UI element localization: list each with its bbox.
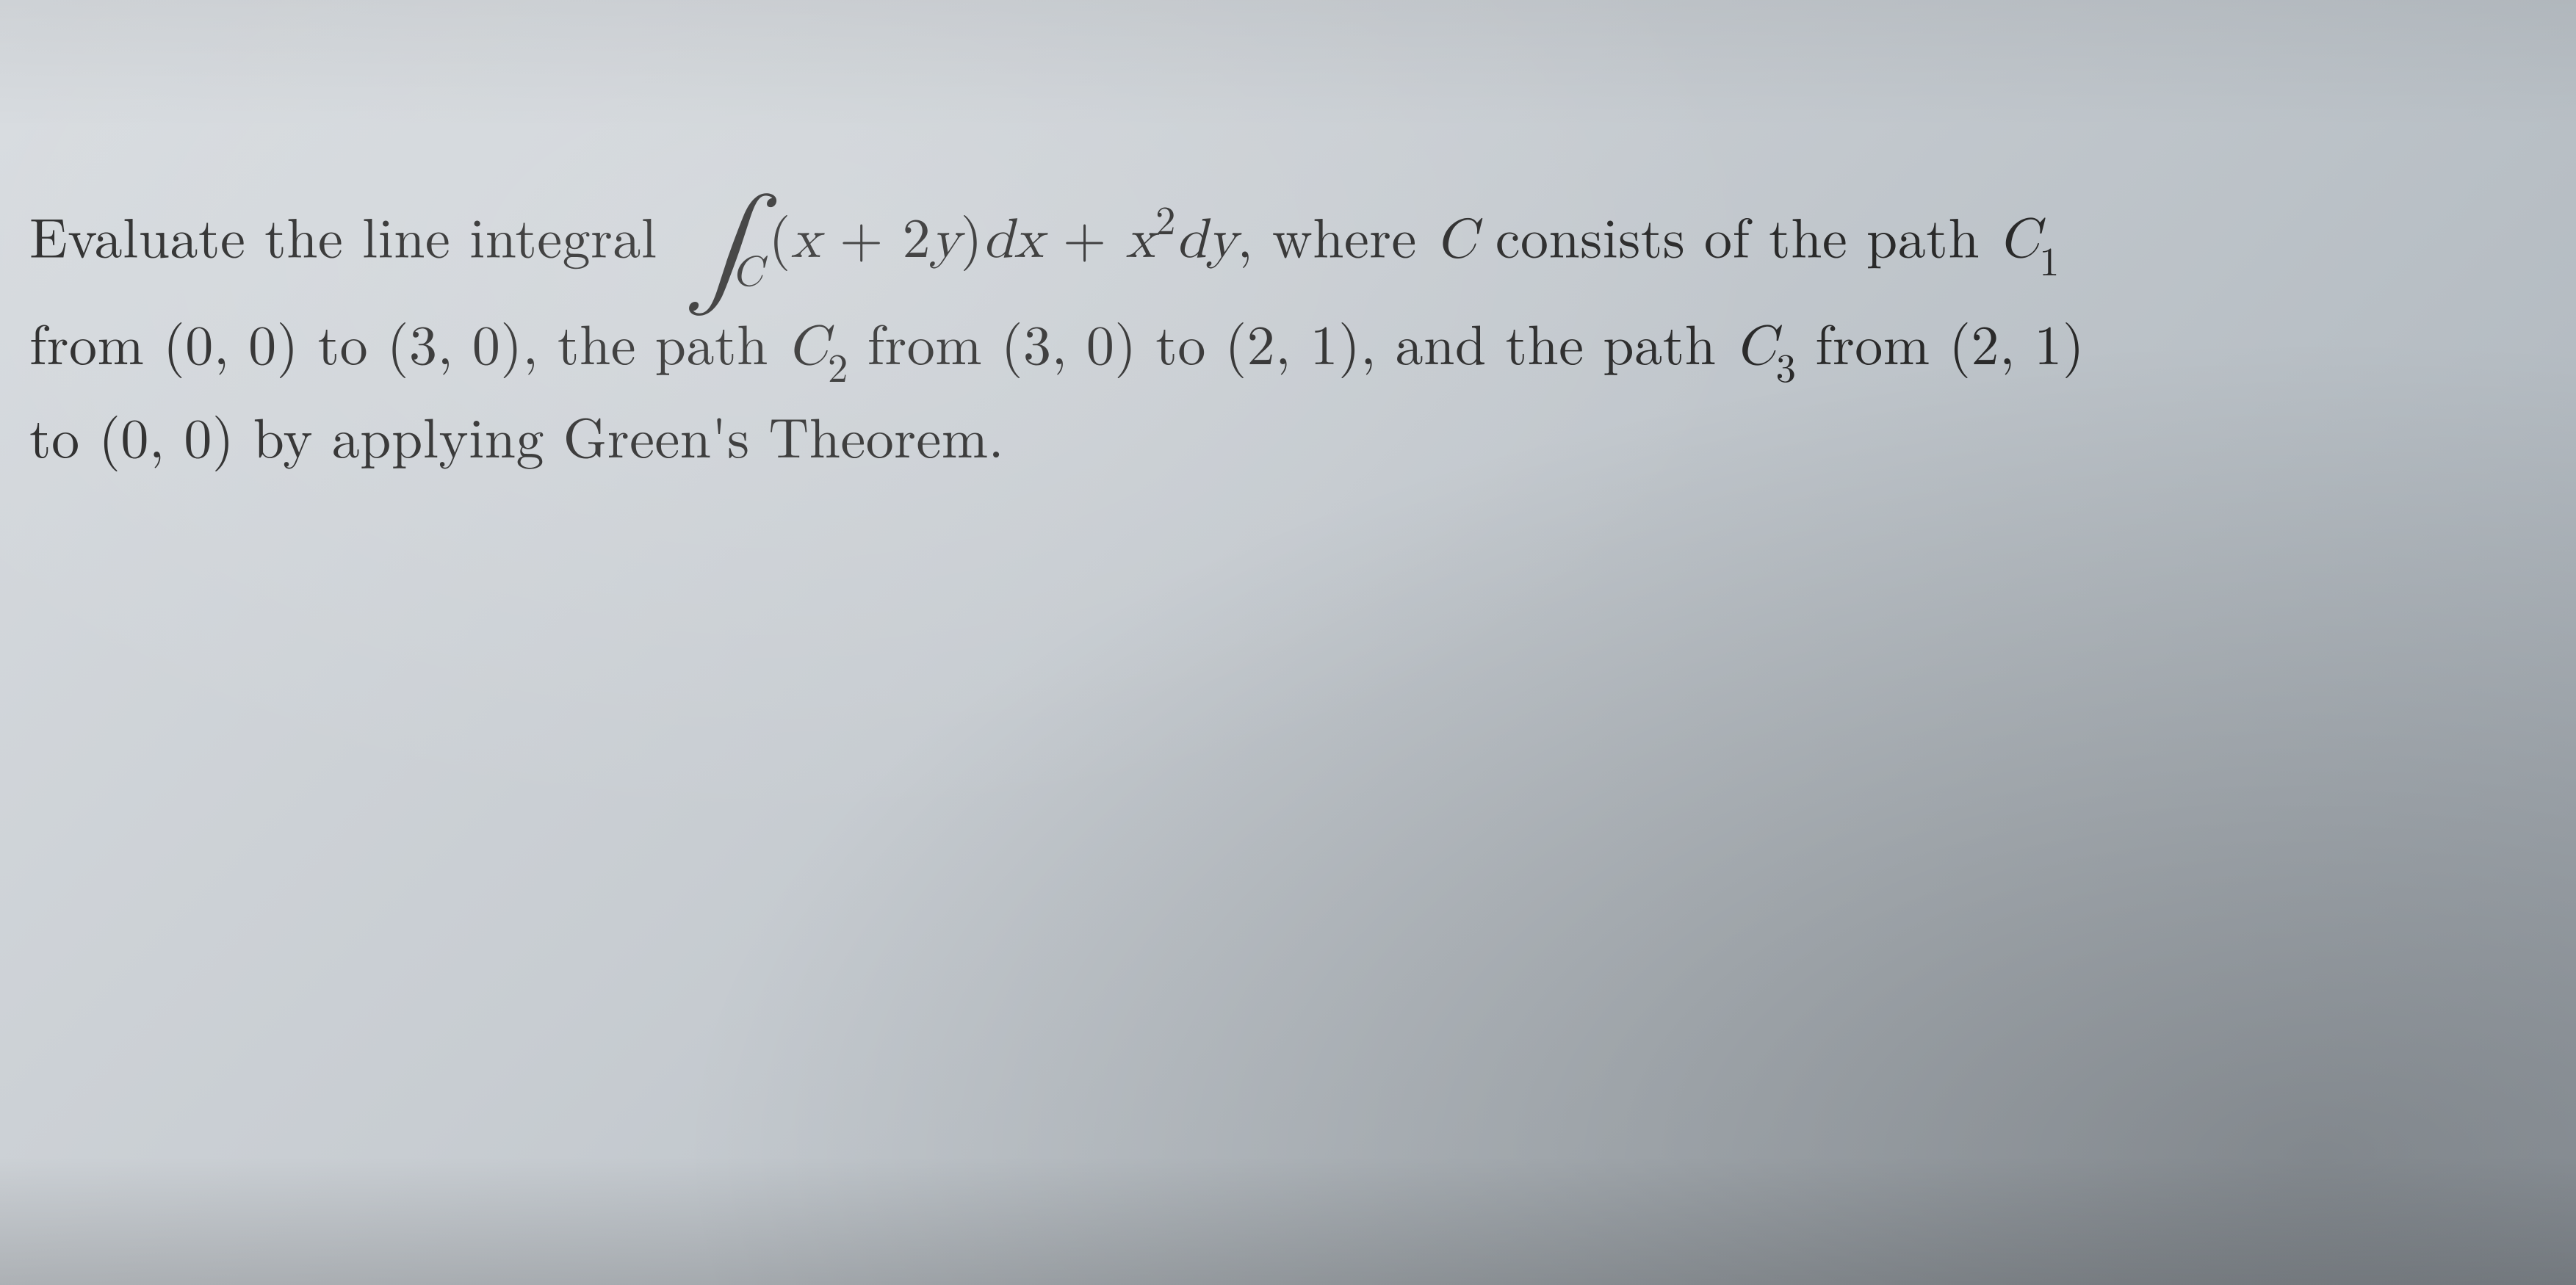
- exponent-2: 2: [1155, 189, 1176, 246]
- dx-x: x: [1014, 212, 1045, 268]
- line3-text: to (0, 0) by applying Green's Theorem.: [29, 395, 1004, 474]
- problem-statement: Evaluate the line integral ∫ C (x + 2y)d…: [29, 191, 2547, 478]
- dy-d: d: [1176, 212, 1208, 268]
- c3-sub: 3: [1776, 336, 1797, 394]
- integrand: (x + 2y)dx + x2dy: [769, 195, 1238, 274]
- c2-label: C2: [787, 302, 848, 381]
- line-3: to (0, 0) by applying Green's Theorem.: [29, 393, 2547, 478]
- line2-mid: from (3, 0) to (2, 1), and the path: [848, 302, 1735, 381]
- lead-text: Evaluate the line integral: [29, 195, 657, 274]
- after-c: consists of the path: [1476, 195, 1999, 274]
- after-integrand: , where: [1237, 195, 1435, 274]
- curve-c: C: [1436, 212, 1476, 268]
- c2-sub: 2: [828, 336, 848, 394]
- line-1: Evaluate the line integral ∫ C (x + 2y)d…: [29, 191, 2547, 297]
- dx-d: d: [983, 212, 1014, 268]
- c3-var: C: [1735, 319, 1775, 375]
- c1-var: C: [1999, 212, 2039, 268]
- close-paren: ): [961, 195, 983, 274]
- line-2: from (0, 0) to (3, 0), the path C2 from …: [29, 300, 2547, 391]
- c1-label: C1: [1999, 195, 2060, 274]
- c3-label: C3: [1735, 302, 1796, 381]
- line2-from: from (0, 0) to (3, 0), the path: [29, 302, 787, 381]
- var-x-2: x: [1125, 212, 1155, 268]
- c2-var: C: [787, 319, 828, 375]
- integral-subscript: C: [732, 241, 762, 305]
- plus-sign: +: [1044, 195, 1125, 274]
- integral-symbol: ∫ C: [689, 194, 762, 297]
- plus-two: + 2: [820, 195, 931, 274]
- var-y-1: y: [931, 212, 961, 268]
- dy-y: y: [1208, 212, 1238, 268]
- line2-end: from (2, 1): [1796, 302, 2085, 381]
- var-x-1: x: [791, 212, 821, 268]
- open-paren: (: [769, 195, 791, 274]
- c1-sub: 1: [2039, 230, 2060, 287]
